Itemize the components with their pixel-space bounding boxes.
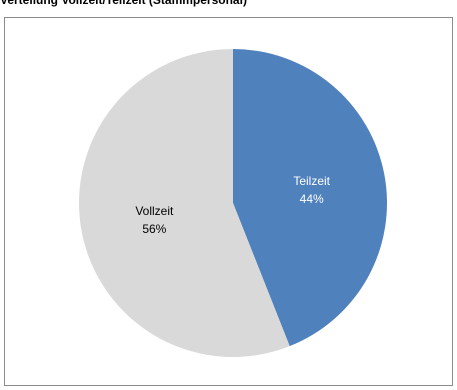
pie-slice-teilzeit: [233, 49, 388, 347]
pie-slice-vollzeit: [79, 48, 290, 357]
slice-value-teilzeit: 44%: [300, 192, 324, 206]
slice-value-vollzeit: 56%: [142, 222, 166, 236]
chart-title: Verteilung Vollzeit/Teilzeit (Stammperso…: [0, 0, 247, 7]
slice-label-teilzeit: Teilzeit: [293, 174, 330, 188]
slice-label-vollzeit: Vollzeit: [135, 204, 174, 218]
